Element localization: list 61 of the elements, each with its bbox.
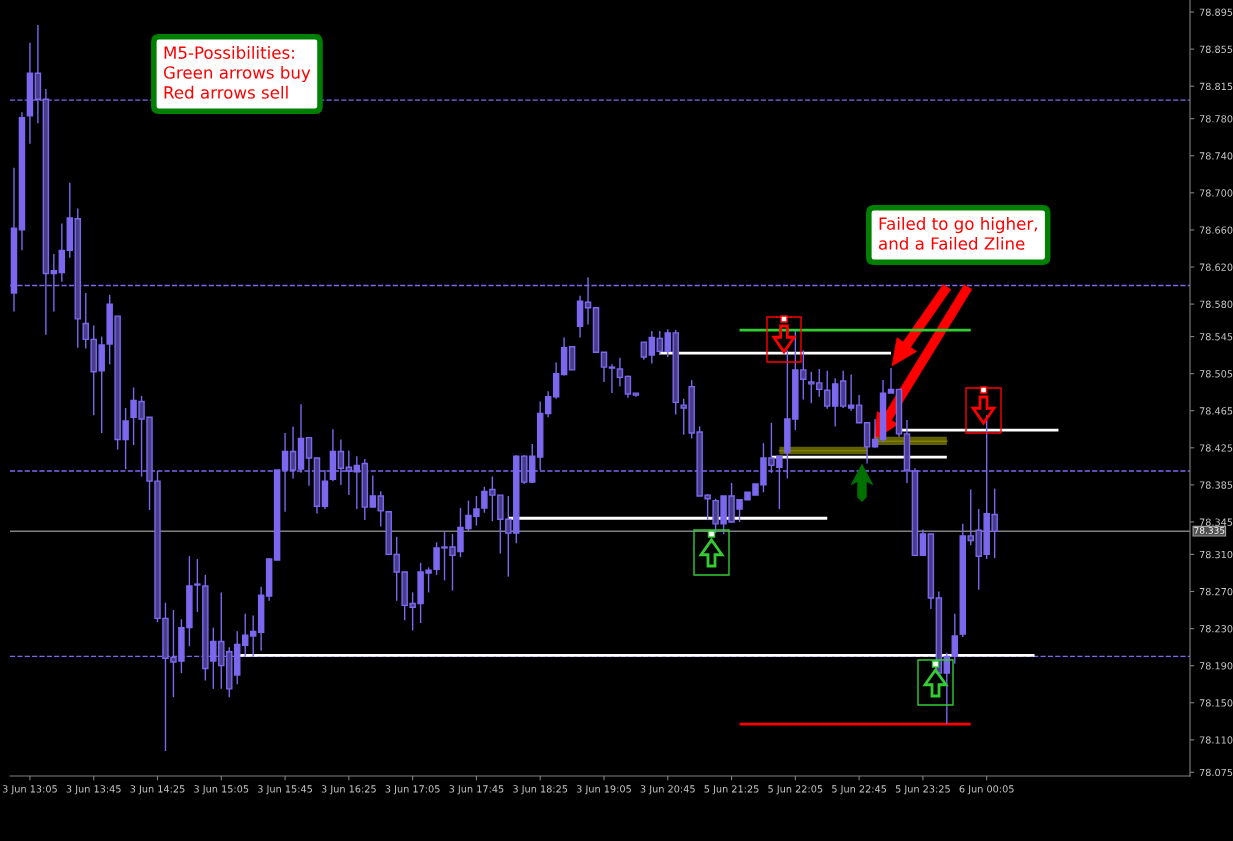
y-tick-label: 78.230 [1199, 625, 1233, 633]
x-tick-label: 3 Jun 14:25 [130, 785, 185, 795]
y-tick-label: 78.895 [1199, 8, 1233, 16]
x-tick-label: 3 Jun 15:45 [258, 785, 313, 795]
y-tick-label: 78.740 [1199, 152, 1233, 160]
candlestick [887, 367, 895, 394]
y-tick-label: 78.385 [1199, 481, 1233, 489]
y-tick-label: 78.190 [1199, 662, 1233, 670]
x-tick-label: 3 Jun 20:45 [640, 785, 695, 795]
candlestick [58, 222, 66, 283]
y-tick-label: 78.580 [1199, 300, 1233, 308]
candlestick [544, 390, 552, 418]
y-tick-label: 78.270 [1199, 587, 1233, 596]
x-tick-label: 5 Jun 21:25 [704, 785, 759, 795]
x-tick-label: 3 Jun 17:45 [449, 785, 504, 795]
y-tick-label: 78.310 [1199, 550, 1233, 559]
x-tick-label: 3 Jun 16:25 [321, 785, 376, 795]
x-tick-label: 3 Jun 17:05 [385, 785, 440, 795]
ref-line-label: 78.335 [1194, 527, 1225, 534]
candlestick [568, 346, 576, 371]
candlestick [648, 330, 656, 365]
candlestick [249, 614, 257, 658]
candlestick [656, 330, 664, 356]
candlestick [241, 613, 249, 658]
annotation: M5-Possibilities: Green arrows buy Red arrows sell [163, 46, 311, 99]
y-tick-label: 78.345 [1199, 518, 1233, 526]
candlestick [831, 377, 839, 428]
y-tick-label: 78.815 [1199, 82, 1233, 91]
x-tick-label: 5 Jun 22:45 [832, 785, 887, 795]
candlestick [552, 361, 560, 400]
y-tick-label: 78.660 [1199, 226, 1233, 234]
y-tick-label: 78.620 [1199, 263, 1233, 271]
x-tick-label: 3 Jun 18:25 [513, 785, 568, 795]
candlestick [871, 418, 879, 449]
x-tick-label: 5 Jun 23:25 [895, 785, 950, 795]
y-tick-label: 78.505 [1199, 370, 1233, 378]
x-tick-label: 3 Jun 19:05 [576, 785, 631, 795]
candlestick [608, 363, 616, 394]
y-tick-label: 78.150 [1199, 699, 1233, 707]
candlestick [823, 370, 831, 410]
annotation: Failed to go higher, and a Failed Zline [879, 217, 1037, 250]
y-tick-label: 78.425 [1199, 444, 1233, 452]
candlestick [855, 394, 863, 424]
y-tick-label: 78.545 [1199, 333, 1233, 341]
candlestick [616, 357, 624, 388]
x-tick-label: 3 Jun 13:45 [66, 785, 121, 795]
candlestick [600, 351, 608, 383]
x-tick-label: 6 Jun 00:05 [959, 785, 1014, 795]
y-tick-label: 78.780 [1199, 115, 1233, 123]
candlestick [919, 528, 927, 557]
candlestick [847, 373, 855, 412]
x-tick-label: 3 Jun 15:05 [194, 785, 249, 795]
y-tick-label: 78.075 [1199, 768, 1233, 777]
y-tick-label: 78.110 [1199, 736, 1233, 744]
x-tick-label: 5 Jun 22:05 [768, 785, 823, 795]
y-tick-label: 78.855 [1199, 45, 1233, 53]
y-tick-label: 78.465 [1199, 407, 1233, 415]
candlestick [624, 374, 632, 399]
x-tick-label: 3 Jun 13:05 [2, 785, 57, 795]
y-tick-label: 78.700 [1199, 189, 1233, 197]
candlestick [951, 613, 959, 665]
